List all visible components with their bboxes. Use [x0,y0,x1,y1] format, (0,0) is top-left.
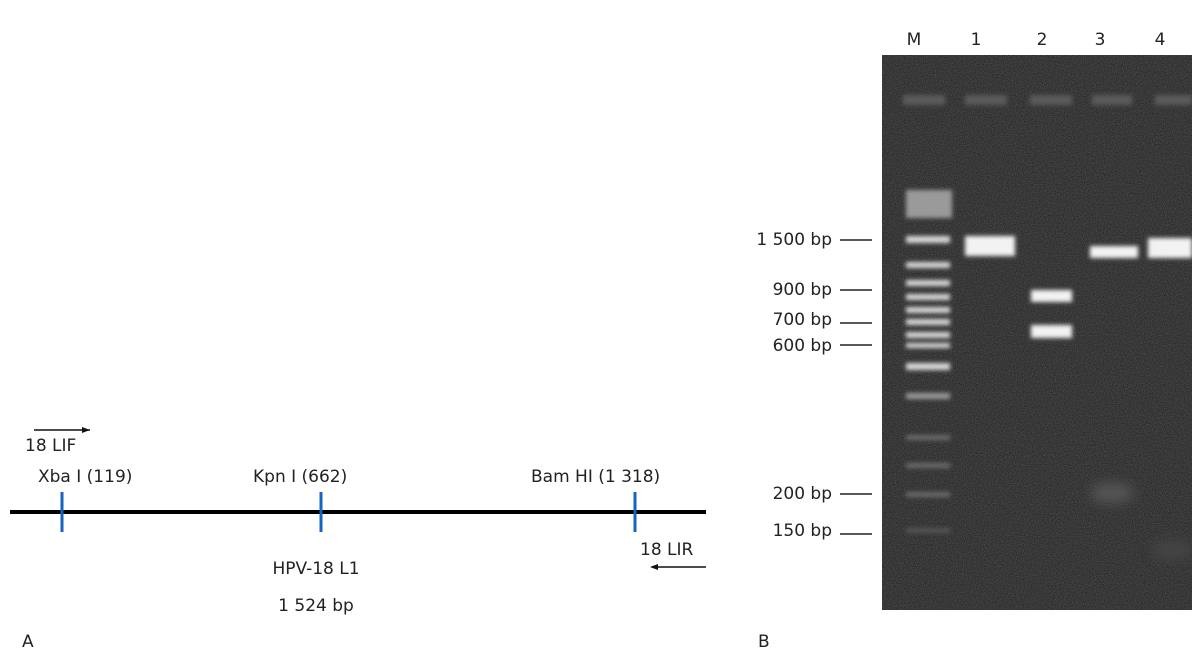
band [1031,290,1072,302]
well [903,95,945,105]
band [906,393,950,399]
site-label: Kpn I (662) [253,467,347,487]
band [906,294,950,300]
faint-band [1152,540,1192,560]
lane-label: 2 [1037,30,1048,50]
size-label: 200 bp [773,484,832,504]
band [1148,238,1192,258]
size-label: 700 bp [773,310,832,330]
figure: 18 LIF Xba I (119) Kpn I (662) Bam HI (1… [0,0,1192,650]
band [906,190,952,218]
panel-b: M 1 2 3 4 1 500 bp 900 bp 700 bp 600 bp … [756,30,1192,650]
well [965,95,1007,105]
size-label: 1 500 bp [756,230,832,250]
band [906,332,950,338]
lane-label: 3 [1095,30,1106,50]
well [1092,95,1132,105]
panel-label: A [22,632,34,650]
band [906,262,950,268]
site-label: Xba I (119) [38,467,132,487]
reverse-arrow-head [650,564,658,570]
size-ticks [840,240,872,534]
band [906,463,950,468]
gene-length: 1 524 bp [278,596,354,616]
band [906,528,950,533]
band [906,236,950,243]
lane-label: 4 [1155,30,1166,50]
size-label: 900 bp [773,280,832,300]
band [906,319,950,325]
lane-label: M [907,30,922,50]
band [965,236,1015,256]
band [906,280,950,286]
size-label: 150 bp [773,521,832,541]
page: 18 LIF Xba I (119) Kpn I (662) Bam HI (1… [0,0,1192,650]
forward-primer: 18 LIF [25,436,76,456]
band [1031,325,1072,338]
panel-label: B [758,632,770,650]
faint-band [1090,483,1134,503]
lane-label: 1 [971,30,982,50]
well [1155,95,1192,105]
gel [882,55,1192,610]
panel-a: 18 LIF Xba I (119) Kpn I (662) Bam HI (1… [10,427,706,650]
band [906,492,950,497]
site-label: Bam HI (1 318) [531,467,660,487]
band [906,307,950,313]
band [906,363,950,370]
size-label: 600 bp [773,336,832,356]
band [1090,246,1138,258]
gene-name: HPV-18 L1 [272,559,359,579]
reverse-primer: 18 LIR [640,540,694,560]
band [906,435,950,440]
band [906,343,950,348]
well [1030,95,1072,105]
forward-arrow-head [82,427,90,433]
